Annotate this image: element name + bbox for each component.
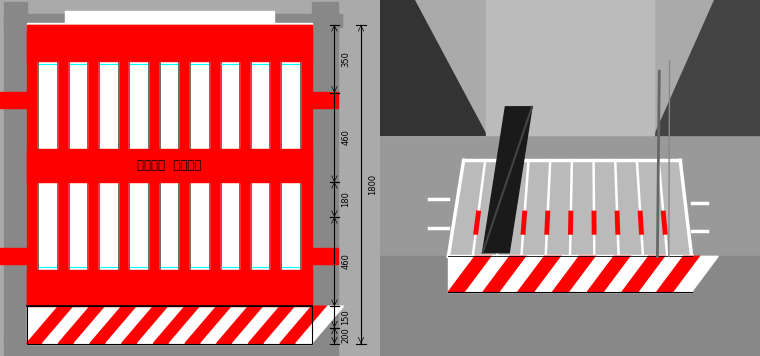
Polygon shape — [27, 306, 74, 344]
Polygon shape — [380, 0, 486, 135]
Bar — [281, 27, 299, 304]
Bar — [4, 2, 27, 344]
Polygon shape — [483, 256, 527, 292]
Polygon shape — [535, 256, 579, 292]
Polygon shape — [154, 306, 201, 344]
Bar — [380, 256, 760, 356]
Polygon shape — [185, 306, 233, 344]
Bar — [39, 27, 57, 304]
Text: 460: 460 — [341, 130, 350, 145]
Bar — [312, 91, 338, 108]
Bar — [27, 23, 312, 31]
Text: 460: 460 — [341, 253, 350, 269]
Bar — [4, 14, 342, 27]
Polygon shape — [233, 306, 280, 344]
Polygon shape — [587, 256, 632, 292]
Bar — [68, 27, 87, 304]
Polygon shape — [448, 160, 692, 256]
Bar — [129, 27, 148, 304]
Polygon shape — [622, 256, 666, 292]
Bar — [99, 27, 118, 304]
Polygon shape — [518, 256, 562, 292]
Polygon shape — [654, 0, 760, 135]
Polygon shape — [138, 306, 185, 344]
Bar — [251, 27, 270, 304]
Polygon shape — [605, 256, 649, 292]
Text: 180: 180 — [341, 192, 350, 208]
Bar — [160, 27, 179, 304]
Bar — [27, 25, 312, 62]
Bar — [190, 27, 209, 304]
Bar — [4, 338, 338, 356]
Polygon shape — [264, 306, 312, 344]
Text: 150: 150 — [341, 309, 350, 325]
Bar — [486, 0, 654, 135]
Bar — [448, 256, 692, 292]
Polygon shape — [280, 306, 328, 344]
Bar — [312, 2, 338, 344]
Polygon shape — [74, 306, 122, 344]
Polygon shape — [122, 306, 169, 344]
Polygon shape — [501, 256, 544, 292]
Polygon shape — [639, 256, 683, 292]
Bar — [68, 27, 87, 304]
Bar — [27, 25, 312, 306]
Bar — [99, 27, 118, 304]
Text: 1800: 1800 — [368, 174, 377, 195]
Polygon shape — [570, 256, 614, 292]
Bar — [281, 27, 299, 304]
Bar — [220, 27, 239, 304]
Text: 严禁抖物  禁止跨越: 严禁抖物 禁止跨越 — [137, 159, 201, 172]
Bar — [0, 91, 27, 108]
Bar — [129, 27, 148, 304]
Polygon shape — [553, 256, 597, 292]
Bar — [0, 248, 27, 264]
Bar — [27, 306, 312, 344]
Bar — [251, 27, 270, 304]
Bar — [380, 0, 760, 135]
Bar — [312, 248, 338, 264]
Polygon shape — [59, 306, 106, 344]
Bar — [220, 27, 239, 304]
Polygon shape — [448, 256, 492, 292]
Text: 200: 200 — [341, 328, 350, 344]
Bar — [39, 27, 57, 304]
Polygon shape — [201, 306, 249, 344]
Bar — [27, 306, 312, 344]
Bar — [65, 11, 274, 71]
Polygon shape — [169, 306, 217, 344]
Polygon shape — [466, 256, 510, 292]
Polygon shape — [106, 306, 154, 344]
Polygon shape — [249, 306, 296, 344]
Polygon shape — [657, 256, 701, 292]
Polygon shape — [217, 306, 264, 344]
Bar — [160, 27, 179, 304]
Bar — [27, 306, 312, 344]
Polygon shape — [90, 306, 138, 344]
Bar — [27, 269, 312, 306]
Polygon shape — [483, 107, 532, 253]
Bar — [27, 150, 312, 182]
Polygon shape — [43, 306, 90, 344]
Bar — [190, 27, 209, 304]
Polygon shape — [296, 306, 344, 344]
Text: 350: 350 — [341, 51, 350, 67]
Polygon shape — [674, 256, 718, 292]
